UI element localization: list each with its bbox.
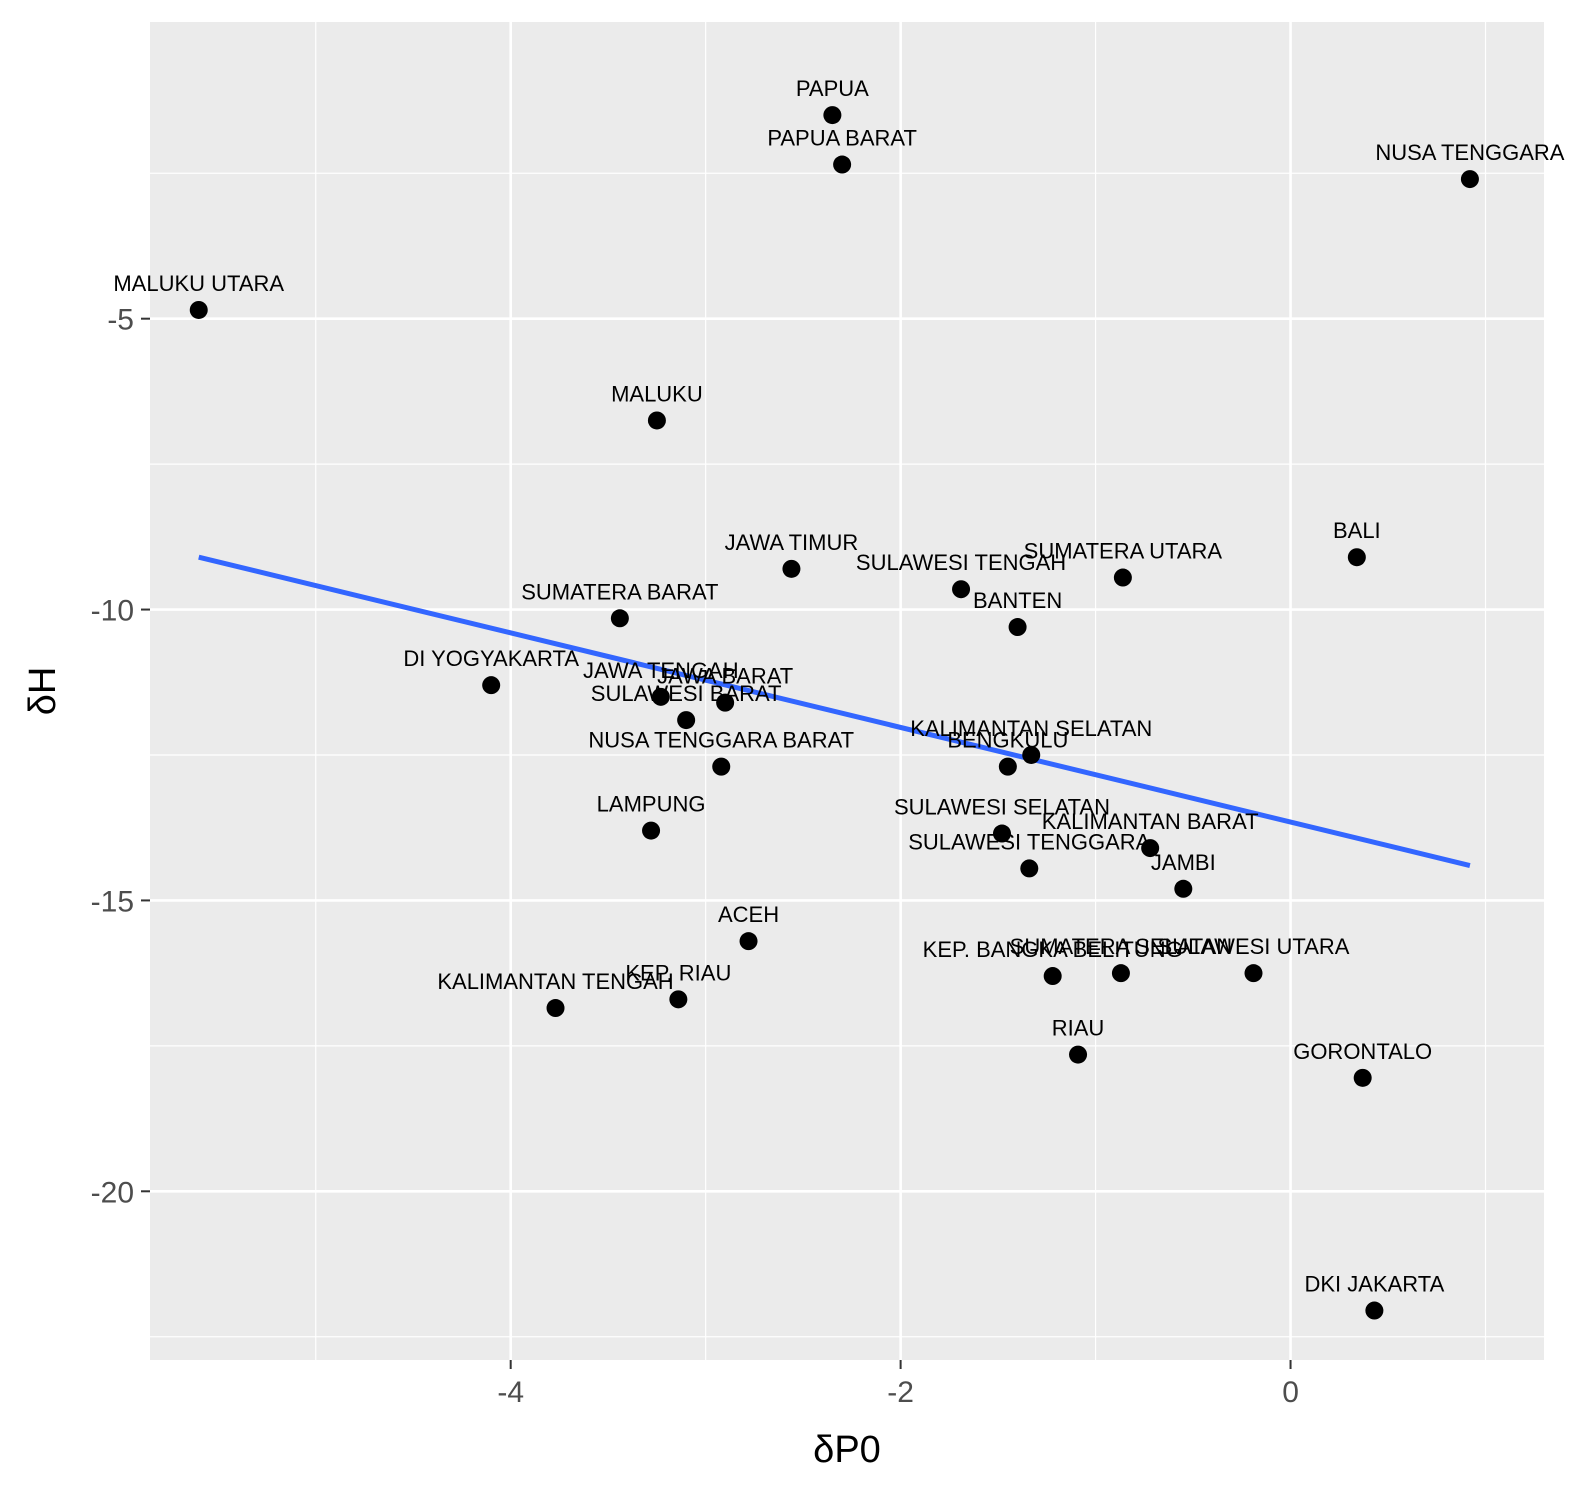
y-axis: -5 -10 -15 -20: [91, 304, 150, 1209]
data-point: [1353, 1068, 1372, 1087]
data-point: [1008, 618, 1027, 637]
point-label: SULAWESI TENGAH: [856, 550, 1066, 575]
y-axis-title: δH: [22, 667, 64, 716]
data-point: [642, 821, 661, 840]
point-label: JAMBI: [1151, 850, 1216, 875]
point-label: KALIMANTAN SELATAN: [910, 716, 1152, 741]
point-label: JAWA TIMUR: [725, 530, 859, 555]
point-label: NUSA TENGGARA BARAT: [588, 728, 854, 753]
data-point: [998, 757, 1017, 776]
point-label: JAWA BARAT: [657, 664, 793, 689]
point-label: DKI JAKARTA: [1304, 1272, 1444, 1297]
points-group: [189, 106, 1479, 1320]
data-point: [189, 300, 208, 319]
y-tick-label: -10: [91, 595, 134, 628]
point-label: DI YOGYAKARTA: [403, 646, 579, 671]
x-tick-label: -4: [497, 1376, 524, 1409]
data-point: [1141, 839, 1160, 858]
point-label: PAPUA: [796, 76, 869, 101]
point-label: SUMATERA SELATAN: [1010, 934, 1233, 959]
data-point: [1113, 568, 1132, 587]
x-tick-label: -2: [887, 1376, 914, 1409]
point-label: KALIMANTAN BARAT: [1042, 809, 1259, 834]
point-label: SULAWESI TENGGARA: [908, 829, 1150, 854]
point-label: RIAU: [1052, 1016, 1105, 1041]
point-label: JAWA TENGAH: [583, 658, 739, 683]
data-point: [610, 609, 629, 628]
data-point: [1365, 1301, 1384, 1320]
point-label: NUSA TENGGARA: [1375, 140, 1564, 165]
data-point: [1020, 859, 1039, 878]
data-point: [833, 155, 852, 174]
data-point: [716, 693, 735, 712]
point-label: SULAWESI BARAT: [591, 681, 782, 706]
point-label: GORONTALO: [1293, 1039, 1432, 1064]
x-axis-title: δP0: [813, 1429, 881, 1471]
point-label: KALIMANTAN TENGAH: [437, 969, 673, 994]
x-tick-label: 0: [1282, 1376, 1299, 1409]
data-point: [651, 687, 670, 706]
data-point: [1347, 548, 1366, 567]
point-label: MALUKU UTARA: [113, 271, 284, 296]
data-point: [546, 999, 565, 1018]
data-point: [1460, 170, 1479, 189]
data-point: [1174, 879, 1193, 898]
point-label: SULAWESI UTARA: [1158, 934, 1350, 959]
data-point: [677, 711, 696, 730]
data-point: [1111, 964, 1130, 983]
panel-background: [150, 22, 1544, 1360]
trend-line: [198, 554, 1471, 868]
data-point: [1069, 1045, 1088, 1064]
point-label: SULAWESI SELATAN: [894, 795, 1110, 820]
point-label: BANTEN: [973, 588, 1062, 613]
point-label: BENGKULU: [947, 728, 1068, 753]
point-label: BALI: [1333, 518, 1381, 543]
point-label: ACEH: [718, 902, 779, 927]
point-label: KEP. BANGKA BELITUNG: [923, 937, 1183, 962]
data-point: [952, 580, 971, 599]
grid: [150, 22, 1544, 1360]
point-label: LAMPUNG: [597, 792, 706, 817]
point-label: SUMATERA BARAT: [521, 579, 718, 604]
data-point: [1022, 745, 1041, 764]
y-tick-label: -5: [107, 304, 134, 337]
data-point: [1244, 964, 1263, 983]
data-point: [782, 559, 801, 578]
data-point: [739, 932, 758, 951]
x-axis: -4 -2 0: [497, 1360, 1299, 1409]
point-label: MALUKU: [611, 381, 703, 406]
data-point: [1043, 967, 1062, 986]
data-point: [482, 676, 501, 695]
data-point: [992, 824, 1011, 843]
data-point: [647, 411, 666, 430]
data-point: [669, 990, 688, 1009]
data-point: [712, 757, 731, 776]
data-point: [823, 106, 842, 125]
trend-line-group: [198, 554, 1471, 868]
y-tick-label: -20: [91, 1176, 134, 1209]
point-label: SUMATERA UTARA: [1024, 539, 1223, 564]
y-tick-label: -15: [91, 885, 134, 918]
point-labels-group: PAPUA PAPUA BARAT NUSA TENGGARA MALUKU UTAR…: [113, 76, 1564, 1296]
point-label: KEP. RIAU: [625, 960, 731, 985]
point-label: PAPUA BARAT: [767, 126, 917, 151]
